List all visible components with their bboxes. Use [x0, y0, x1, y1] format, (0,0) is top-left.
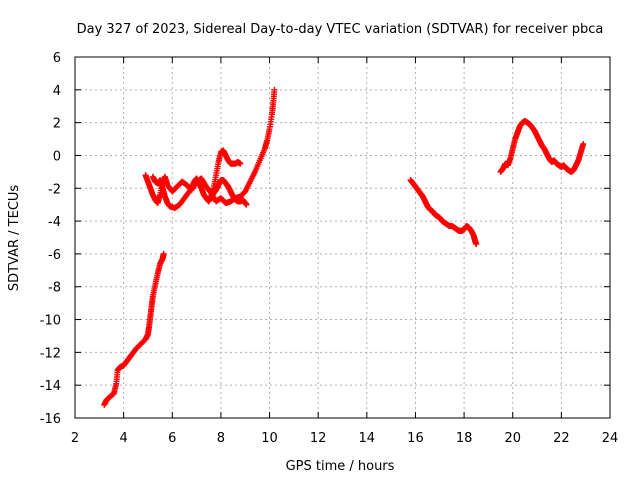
y-axis-label: SDTVAR / TECUs — [7, 185, 22, 292]
y-tick-label: -16 — [40, 412, 61, 427]
y-tick-label: -10 — [40, 314, 61, 329]
plot-frame — [74, 56, 611, 419]
x-tick-label: 4 — [119, 431, 127, 446]
data-points — [101, 86, 587, 408]
x-tick-label: 12 — [310, 431, 327, 446]
x-tick-label: 10 — [261, 431, 278, 446]
x-tick-label: 14 — [359, 431, 376, 446]
y-tick-label: -6 — [48, 248, 61, 263]
x-tick-label: 22 — [553, 431, 570, 446]
y-tick-label: 6 — [53, 51, 61, 66]
y-tick-label: 0 — [53, 149, 61, 164]
series-arc-6 — [497, 117, 587, 175]
y-tick-labels: -16 -14 -12 -10 -8 -6 -4 -2 0 2 4 6 — [40, 51, 61, 427]
data-point — [580, 140, 587, 147]
series-arc-3 — [149, 147, 244, 211]
y-tick-label: -8 — [48, 281, 61, 296]
x-tick-label: 6 — [168, 431, 176, 446]
x-axis-label: GPS time / hours — [286, 459, 395, 474]
data-point — [237, 160, 244, 167]
y-tick-label: 4 — [53, 84, 61, 99]
y-tick-label: -4 — [48, 215, 61, 230]
chart-title: Day 327 of 2023, Sidereal Day-to-day VTE… — [77, 22, 604, 37]
data-point — [473, 241, 480, 248]
data-point — [243, 201, 250, 208]
y-tick-label: -14 — [40, 379, 61, 394]
series-arc-5 — [407, 177, 480, 248]
data-point — [160, 250, 167, 257]
x-tick-label: 20 — [504, 431, 521, 446]
x-tick-label: 2 — [71, 431, 79, 446]
x-tick-labels: 2 4 6 8 10 12 14 16 18 20 22 24 — [71, 431, 618, 446]
x-tick-label: 24 — [602, 431, 619, 446]
series-arc-4 — [208, 177, 250, 208]
x-tick-label: 16 — [407, 431, 424, 446]
series-arc-1 — [101, 250, 167, 408]
x-tick-label: 18 — [456, 431, 473, 446]
data-point — [271, 86, 278, 93]
y-tick-label: 2 — [53, 117, 61, 132]
x-tick-label: 8 — [217, 431, 225, 446]
y-tick-label: -12 — [40, 346, 61, 361]
y-tick-label: -2 — [48, 182, 61, 197]
